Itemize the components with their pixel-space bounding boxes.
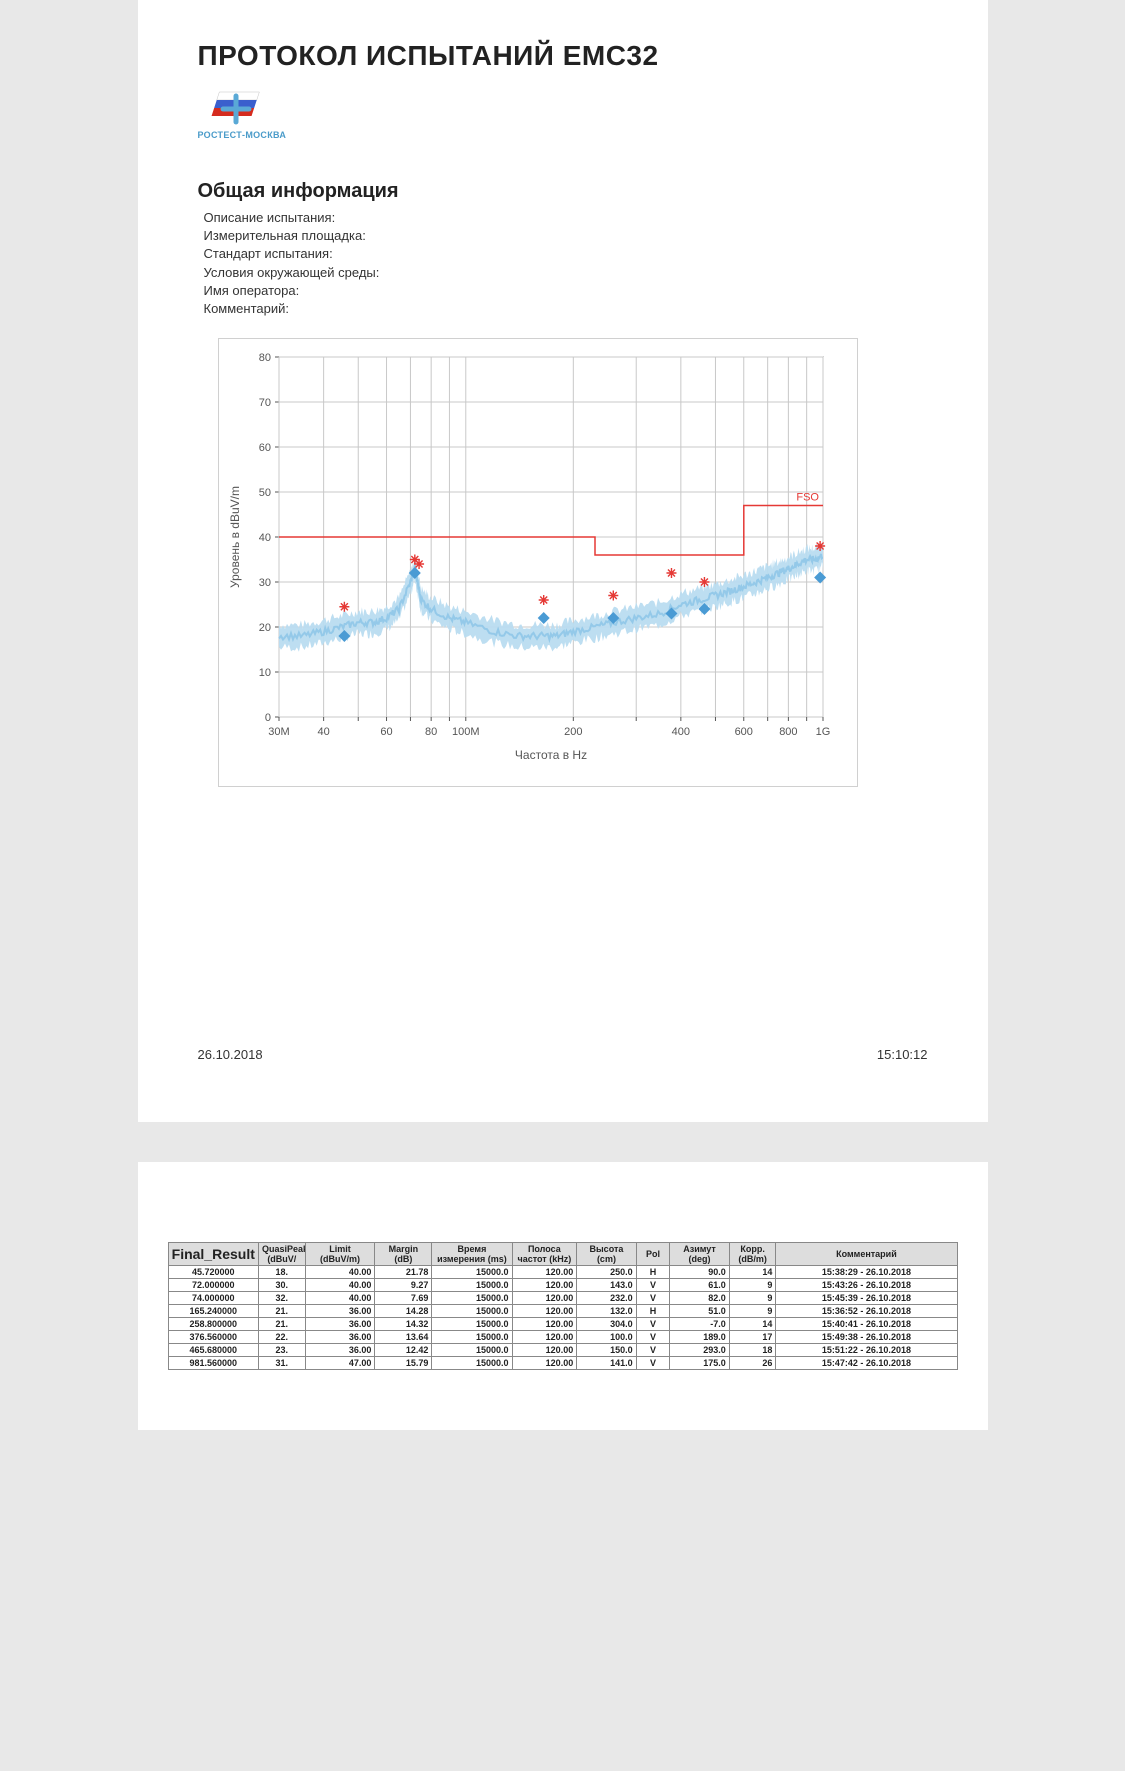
col-qp: QuasiPeak (dBuV/: [259, 1243, 306, 1266]
info-block: Описание испытания: Измерительная площад…: [204, 209, 928, 318]
table-row: 465.68000023.36.0012.4215000.0120.00150.…: [168, 1344, 957, 1357]
svg-text:60: 60: [380, 726, 392, 738]
footer-time: 15:10:12: [877, 1047, 928, 1062]
emission-chart: 0 10 20 30 40 50 60 70 80 30M 40 60 80 100M 200 400 600 8…: [223, 347, 843, 777]
svg-text:Частота в Hz: Частота в Hz: [514, 748, 586, 762]
col-comment: Комментарий: [776, 1243, 957, 1266]
report-page-1: ПРОТОКОЛ ИСПЫТАНИЙ EMC32 РОСТЕСТ-МОСКВА …: [138, 0, 988, 1122]
table-row: 45.72000018.40.0021.7815000.0120.00250.0…: [168, 1266, 957, 1279]
col-pol: Pol: [636, 1243, 670, 1266]
svg-text:20: 20: [258, 622, 270, 634]
col-az: Азимут (deg): [670, 1243, 729, 1266]
table-row: 72.00000030.40.009.2715000.0120.00143.0V…: [168, 1279, 957, 1292]
info-env: Условия окружающей среды:: [204, 264, 928, 282]
svg-text:80: 80: [258, 352, 270, 364]
svg-text:FSO: FSO: [796, 492, 819, 504]
info-operator: Имя оператора:: [204, 282, 928, 300]
svg-text:800: 800: [779, 726, 797, 738]
svg-text:400: 400: [671, 726, 689, 738]
chart-container: 0 10 20 30 40 50 60 70 80 30M 40 60 80 100M 200 400 600 8…: [218, 338, 858, 787]
info-site: Измерительная площадка:: [204, 227, 928, 245]
svg-text:0: 0: [264, 712, 270, 724]
svg-text:80: 80: [425, 726, 437, 738]
rostest-logo-icon: [198, 90, 274, 128]
section-heading: Общая информация: [198, 180, 928, 203]
report-title: ПРОТОКОЛ ИСПЫТАНИЙ EMC32: [198, 40, 928, 72]
svg-text:100M: 100M: [452, 726, 480, 738]
table-title: Final_Result: [168, 1243, 259, 1266]
svg-text:200: 200: [564, 726, 582, 738]
col-bw: Полоса частот (kHz): [512, 1243, 577, 1266]
svg-text:Уровень в dBuV/m: Уровень в dBuV/m: [228, 486, 242, 588]
table-row: 376.56000022.36.0013.6415000.0120.00100.…: [168, 1331, 957, 1344]
svg-text:30M: 30M: [268, 726, 289, 738]
svg-text:1G: 1G: [815, 726, 830, 738]
svg-text:40: 40: [317, 726, 329, 738]
info-standard: Стандарт испытания:: [204, 245, 928, 263]
info-test-desc: Описание испытания:: [204, 209, 928, 227]
col-height: Высота (cm): [577, 1243, 636, 1266]
svg-text:30: 30: [258, 577, 270, 589]
svg-text:10: 10: [258, 667, 270, 679]
results-table: Final_ResultQuasiPeak (dBuV/Limit (dBuV/…: [168, 1242, 958, 1370]
table-row: 165.24000021.36.0014.2815000.0120.00132.…: [168, 1305, 957, 1318]
info-comment: Комментарий:: [204, 300, 928, 318]
page-footer: 26.10.2018 15:10:12: [198, 1047, 928, 1062]
svg-text:50: 50: [258, 487, 270, 499]
logo-caption: РОСТЕСТ-МОСКВА: [198, 130, 928, 140]
table-row: 74.00000032.40.007.6915000.0120.00232.0V…: [168, 1292, 957, 1305]
footer-date: 26.10.2018: [198, 1047, 263, 1062]
svg-text:40: 40: [258, 532, 270, 544]
logo-block: РОСТЕСТ-МОСКВА: [198, 90, 928, 140]
svg-text:60: 60: [258, 442, 270, 454]
col-margin: Margin (dB): [375, 1243, 432, 1266]
col-meas: Время измерения (ms): [432, 1243, 512, 1266]
report-page-2: Final_ResultQuasiPeak (dBuV/Limit (dBuV/…: [138, 1162, 988, 1430]
table-row: 981.56000031.47.0015.7915000.0120.00141.…: [168, 1357, 957, 1370]
table-row: 258.80000021.36.0014.3215000.0120.00304.…: [168, 1318, 957, 1331]
svg-text:70: 70: [258, 397, 270, 409]
col-limit: Limit (dBuV/m): [305, 1243, 375, 1266]
svg-text:600: 600: [734, 726, 752, 738]
col-corr: Корр. (dB/m): [729, 1243, 776, 1266]
